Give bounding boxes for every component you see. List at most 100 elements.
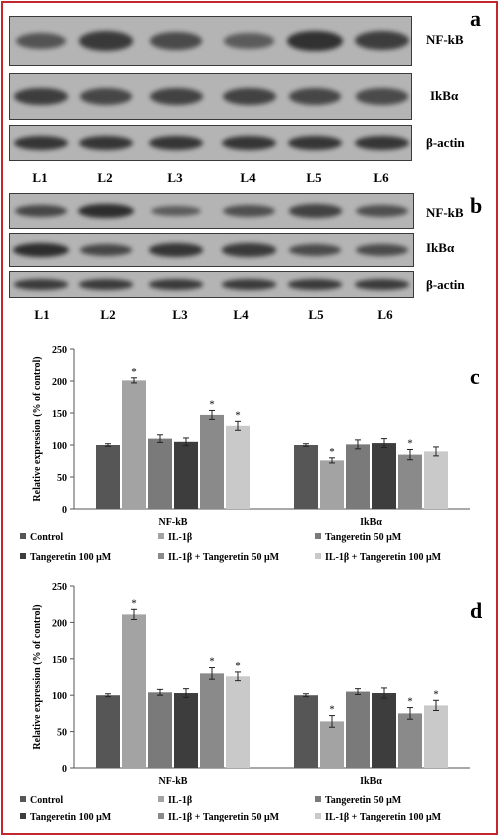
- bar: [320, 460, 344, 509]
- legend-label: IL-1β + Tangeretin 100 μM: [325, 552, 442, 563]
- panel-letter-d: d: [470, 598, 483, 623]
- legend-swatch: [158, 533, 164, 539]
- significance-marker: *: [407, 696, 413, 708]
- bar: [294, 695, 318, 768]
- significance-marker: *: [329, 446, 335, 458]
- legend-label: Control: [30, 532, 63, 543]
- blot-band: [287, 279, 343, 290]
- bar: [148, 692, 172, 768]
- bar: [226, 425, 250, 509]
- legend-label: IL-1β + Tangeretin 100 μM: [325, 812, 442, 822]
- y-tick-label: 50: [57, 728, 67, 739]
- legend-swatch: [158, 553, 164, 559]
- blot-band: [78, 203, 134, 219]
- y-tick-label: 0: [62, 764, 67, 775]
- blot-band: [79, 244, 133, 256]
- legend-swatch: [315, 813, 321, 819]
- panel-letter-c: c: [470, 364, 480, 389]
- significance-marker: *: [209, 656, 215, 668]
- lane-a-1: L1: [32, 170, 48, 185]
- lane-b-1: L1: [34, 307, 50, 322]
- blot-band: [289, 244, 341, 256]
- chart-d: 0 50 100 150 200 250 Relative expression (% of…: [20, 582, 470, 822]
- y-tick-label: 100: [52, 441, 67, 452]
- significance-marker: *: [407, 437, 413, 449]
- legend-swatch: [315, 553, 321, 559]
- blot-band: [149, 87, 203, 106]
- lane-b-2: L2: [100, 307, 116, 322]
- legend-swatch: [20, 796, 26, 802]
- y-tick-label: 100: [52, 691, 67, 702]
- blot-a-label-ikba: IkBα: [430, 88, 459, 103]
- blot-band: [356, 205, 408, 217]
- blot-b-label-ikba: IkBα: [426, 240, 455, 255]
- legend-swatch: [20, 533, 26, 539]
- blot-band: [224, 33, 274, 49]
- blot-band: [221, 135, 277, 151]
- blot-band: [78, 279, 134, 290]
- significance-marker: *: [235, 660, 241, 672]
- lane-a-3: L3: [167, 170, 183, 185]
- blot-band: [13, 135, 69, 151]
- blot-a-nfkb: [9, 16, 412, 66]
- legend-label: IL-1β: [168, 795, 192, 806]
- significance-marker: *: [235, 409, 241, 421]
- y-axis-label: Relative expression (% of control): [32, 604, 43, 749]
- blot-band: [78, 31, 134, 51]
- x-tick-label: NF-kB: [159, 776, 188, 787]
- x-tick-label: IkBα: [360, 776, 382, 787]
- blot-band: [223, 205, 275, 217]
- bar: [424, 705, 448, 768]
- legend-label: Tangeretin 100 μM: [30, 552, 112, 563]
- legend-label: Tangeretin 100 μM: [30, 812, 112, 822]
- lane-a-4: L4: [240, 170, 256, 185]
- blot-band: [221, 243, 277, 257]
- blot-band: [14, 87, 68, 106]
- significance-marker: *: [209, 398, 215, 410]
- legend-swatch: [315, 533, 321, 539]
- bar: [346, 444, 370, 509]
- lane-b-5: L5: [308, 307, 324, 322]
- blot-band: [13, 242, 69, 258]
- blot-band: [354, 135, 410, 151]
- blot-band: [287, 30, 343, 52]
- legend-swatch: [20, 553, 26, 559]
- bar: [372, 693, 396, 768]
- blot-band: [15, 32, 67, 50]
- bar: [148, 438, 172, 509]
- x-tick-label: IkBα: [360, 517, 382, 528]
- blot-band: [78, 135, 134, 151]
- blot-band: [288, 88, 342, 105]
- bar: [96, 445, 120, 509]
- blot-band: [288, 204, 342, 218]
- blot-band: [14, 204, 68, 218]
- blot-band: [151, 205, 201, 217]
- blot-band: [221, 279, 277, 290]
- blot-band: [13, 279, 69, 290]
- blot-b-bactin: [9, 271, 414, 298]
- lane-b-3: L3: [172, 307, 188, 322]
- blot-b-nfkb: [9, 193, 414, 229]
- y-tick-label: 50: [57, 473, 67, 484]
- blot-b-ikba: [9, 233, 414, 267]
- bar: [424, 451, 448, 509]
- blot-band: [354, 279, 410, 290]
- blot-a-label-nfkb: NF-kB: [426, 32, 464, 47]
- blot-a-bactin: [9, 125, 412, 161]
- blot-b-label-nfkb: NF-kB: [426, 205, 464, 220]
- blot-band: [355, 31, 409, 51]
- bar: [294, 445, 318, 509]
- blot-band: [79, 88, 133, 105]
- bar: [200, 414, 224, 509]
- bar: [226, 676, 250, 768]
- y-tick-label: 0: [62, 505, 67, 516]
- bar: [346, 691, 370, 768]
- panel-letter-a: a: [470, 6, 481, 31]
- y-tick-label: 150: [52, 409, 67, 420]
- blot-band: [148, 135, 204, 151]
- legend-label: Tangeretin 50 μM: [325, 795, 402, 806]
- lane-b-4: L4: [233, 307, 249, 322]
- blot-band: [148, 243, 204, 257]
- chart-c: 0 50 100 150 200 250 Relative expression (% of…: [20, 345, 470, 563]
